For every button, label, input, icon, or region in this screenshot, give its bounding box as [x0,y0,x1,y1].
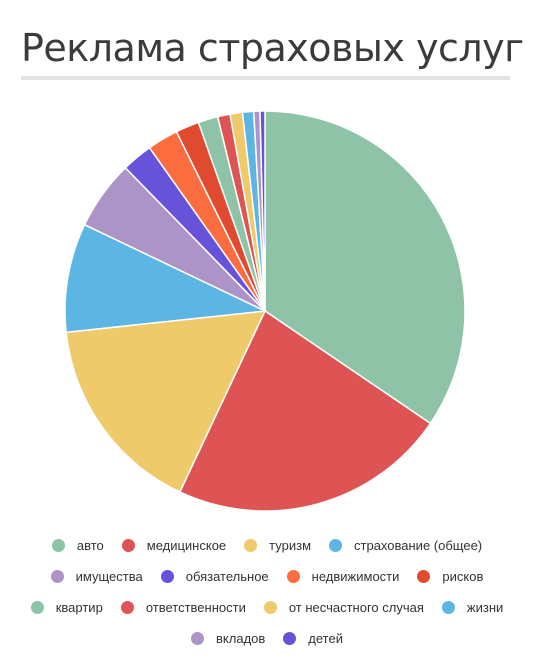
legend-item[interactable]: недвижимости [286,569,400,584]
legend-item[interactable]: медицинское [121,538,227,553]
chart-legend: авто медицинское туризм страхование (общее)… [0,530,534,654]
legend-item[interactable]: жизни [441,600,504,615]
legend-label: рисков [442,569,484,584]
legend-item[interactable]: туризм [244,538,311,553]
legend-label: туризм [269,538,312,553]
legend-label: недвижимости [311,569,400,584]
legend-item[interactable]: детей [283,631,343,646]
legend-swatch [30,601,44,614]
legend-swatch [51,539,65,552]
legend-row: имущества обязательное недвижимости рисков [0,561,534,592]
legend-swatch [283,632,297,645]
legend-swatch [120,601,134,614]
legend-item[interactable]: обязательное [160,569,269,584]
legend-label: страхование (общее) [354,538,483,553]
legend-label: медицинское [146,538,227,553]
legend-item[interactable]: ответственности [120,600,246,615]
legend-swatch [50,570,64,583]
legend-swatch [441,601,455,614]
legend-swatch [121,539,135,552]
pie-slice-1[interactable] [178,309,432,512]
legend-label: обязательное [185,569,269,584]
legend-swatch [263,601,277,614]
legend-swatch [191,632,205,645]
legend-item[interactable]: имущества [50,569,143,584]
legend-label: детей [308,631,343,646]
legend-swatch [286,570,300,583]
legend-row: вкладов детей [0,623,534,654]
legend-label: вкладов [216,631,266,646]
legend-row: авто медицинское туризм страхование (общее) [0,530,534,561]
title-divider [21,76,510,80]
legend-item[interactable]: рисков [417,569,483,584]
legend-item[interactable]: от несчастного случая [263,600,424,615]
legend-label: авто [76,538,104,553]
pie-slice-3[interactable] [64,223,268,334]
legend-swatch [417,570,431,583]
legend-label: квартир [55,600,103,615]
legend-label: жизни [466,600,504,615]
legend-item[interactable]: вкладов [191,631,265,646]
legend-swatch [244,539,258,552]
legend-row: квартир ответственности от несчастного слу… [0,592,534,623]
pie-slice-13[interactable] [259,110,266,312]
legend-label: ответственности [145,600,246,615]
pie-slice-2[interactable] [65,310,267,493]
chart-title: Реклама страховых услуг [21,26,524,70]
legend-item[interactable]: авто [51,538,104,553]
legend-swatch [329,539,343,552]
pie-chart [64,110,466,512]
pie-slice-0[interactable] [264,110,466,425]
legend-label: от несчастного случая [288,600,424,615]
legend-item[interactable]: квартир [30,600,103,615]
legend-item[interactable]: страхование (общее) [329,538,482,553]
legend-label: имущества [75,569,143,584]
legend-swatch [160,570,174,583]
